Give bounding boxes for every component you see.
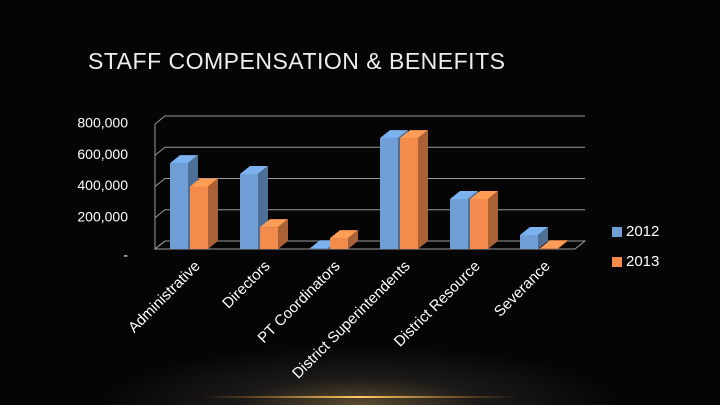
bar-side [208, 178, 218, 249]
bar-front [400, 138, 418, 249]
bar [190, 178, 218, 249]
bar-top [520, 226, 548, 235]
bar [260, 219, 288, 249]
legend-swatch [612, 257, 622, 267]
grid-line [154, 240, 585, 250]
legend-swatch [612, 227, 622, 237]
bar-top [400, 130, 428, 139]
glow-line [200, 396, 520, 398]
bar-front [450, 199, 468, 249]
bar-front [260, 227, 278, 249]
x-tick-label: Severance [491, 258, 554, 321]
y-tick-label: 600,000 [77, 146, 128, 162]
legend-label: 2013 [626, 253, 659, 270]
y-tick-label: - [123, 247, 128, 263]
x-tick-label: Administrative [125, 258, 204, 337]
bar-front [540, 248, 558, 249]
bar-side [278, 219, 288, 249]
bar [400, 130, 428, 249]
y-tick-label: 800,000 [77, 115, 128, 131]
grid-line [154, 209, 585, 219]
bar-front [380, 138, 398, 249]
bar-front [240, 174, 258, 249]
x-tick-label: District Superintendents [289, 258, 414, 383]
bar [330, 230, 358, 249]
legend-label: 2012 [626, 223, 659, 240]
bar-top [540, 240, 568, 249]
bar-side [348, 230, 358, 249]
bar-front [310, 248, 328, 249]
bar-front [470, 199, 488, 249]
bar [170, 155, 198, 249]
bar-top [260, 219, 288, 228]
bar-side [538, 226, 548, 249]
bar [540, 240, 568, 249]
grid-line [154, 115, 585, 125]
bar [520, 226, 548, 249]
grid-line [154, 178, 585, 187]
bar-top [170, 155, 198, 164]
slide-title: STAFF COMPENSATION & BENEFITS [88, 48, 505, 74]
y-tick-label: 200,000 [77, 208, 128, 224]
bar-front [520, 234, 538, 249]
bar-top [240, 166, 268, 174]
x-tick-label: Directors [219, 258, 273, 312]
y-tick-label: 400,000 [77, 177, 128, 193]
bar-side [558, 240, 568, 249]
bar-top [190, 178, 218, 187]
bar-side [418, 130, 428, 249]
bar-top [380, 130, 408, 139]
bar-top [330, 230, 358, 239]
bar-front [170, 163, 188, 249]
bar-front [330, 238, 348, 249]
bar-top [450, 191, 478, 199]
bar-top [470, 191, 498, 199]
bar-front [190, 186, 208, 249]
bar [470, 191, 498, 249]
grid-line [154, 146, 585, 156]
bar-side [488, 191, 498, 249]
